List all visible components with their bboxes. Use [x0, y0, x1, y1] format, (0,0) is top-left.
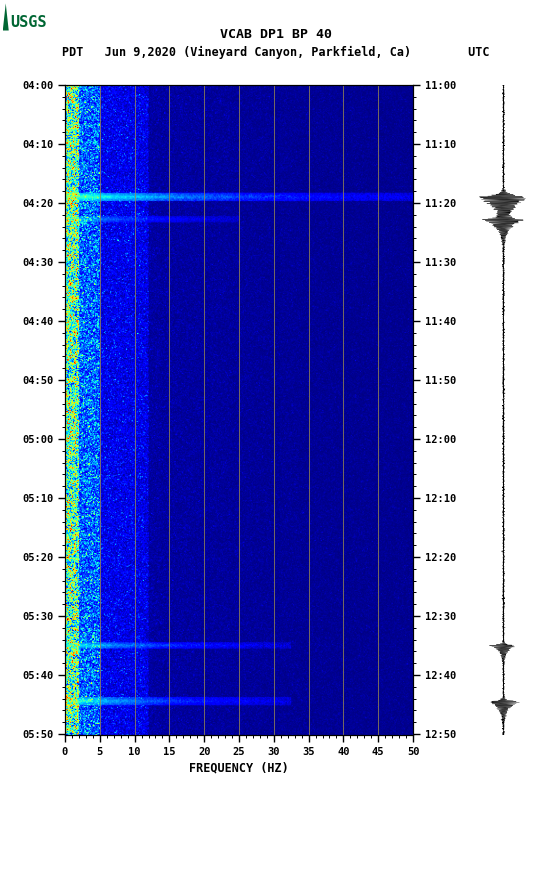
- Polygon shape: [3, 4, 9, 30]
- Text: VCAB DP1 BP 40: VCAB DP1 BP 40: [220, 29, 332, 42]
- X-axis label: FREQUENCY (HZ): FREQUENCY (HZ): [189, 761, 289, 774]
- Text: PDT   Jun 9,2020 (Vineyard Canyon, Parkfield, Ca)        UTC: PDT Jun 9,2020 (Vineyard Canyon, Parkfie…: [62, 45, 490, 59]
- Text: USGS: USGS: [10, 14, 47, 29]
